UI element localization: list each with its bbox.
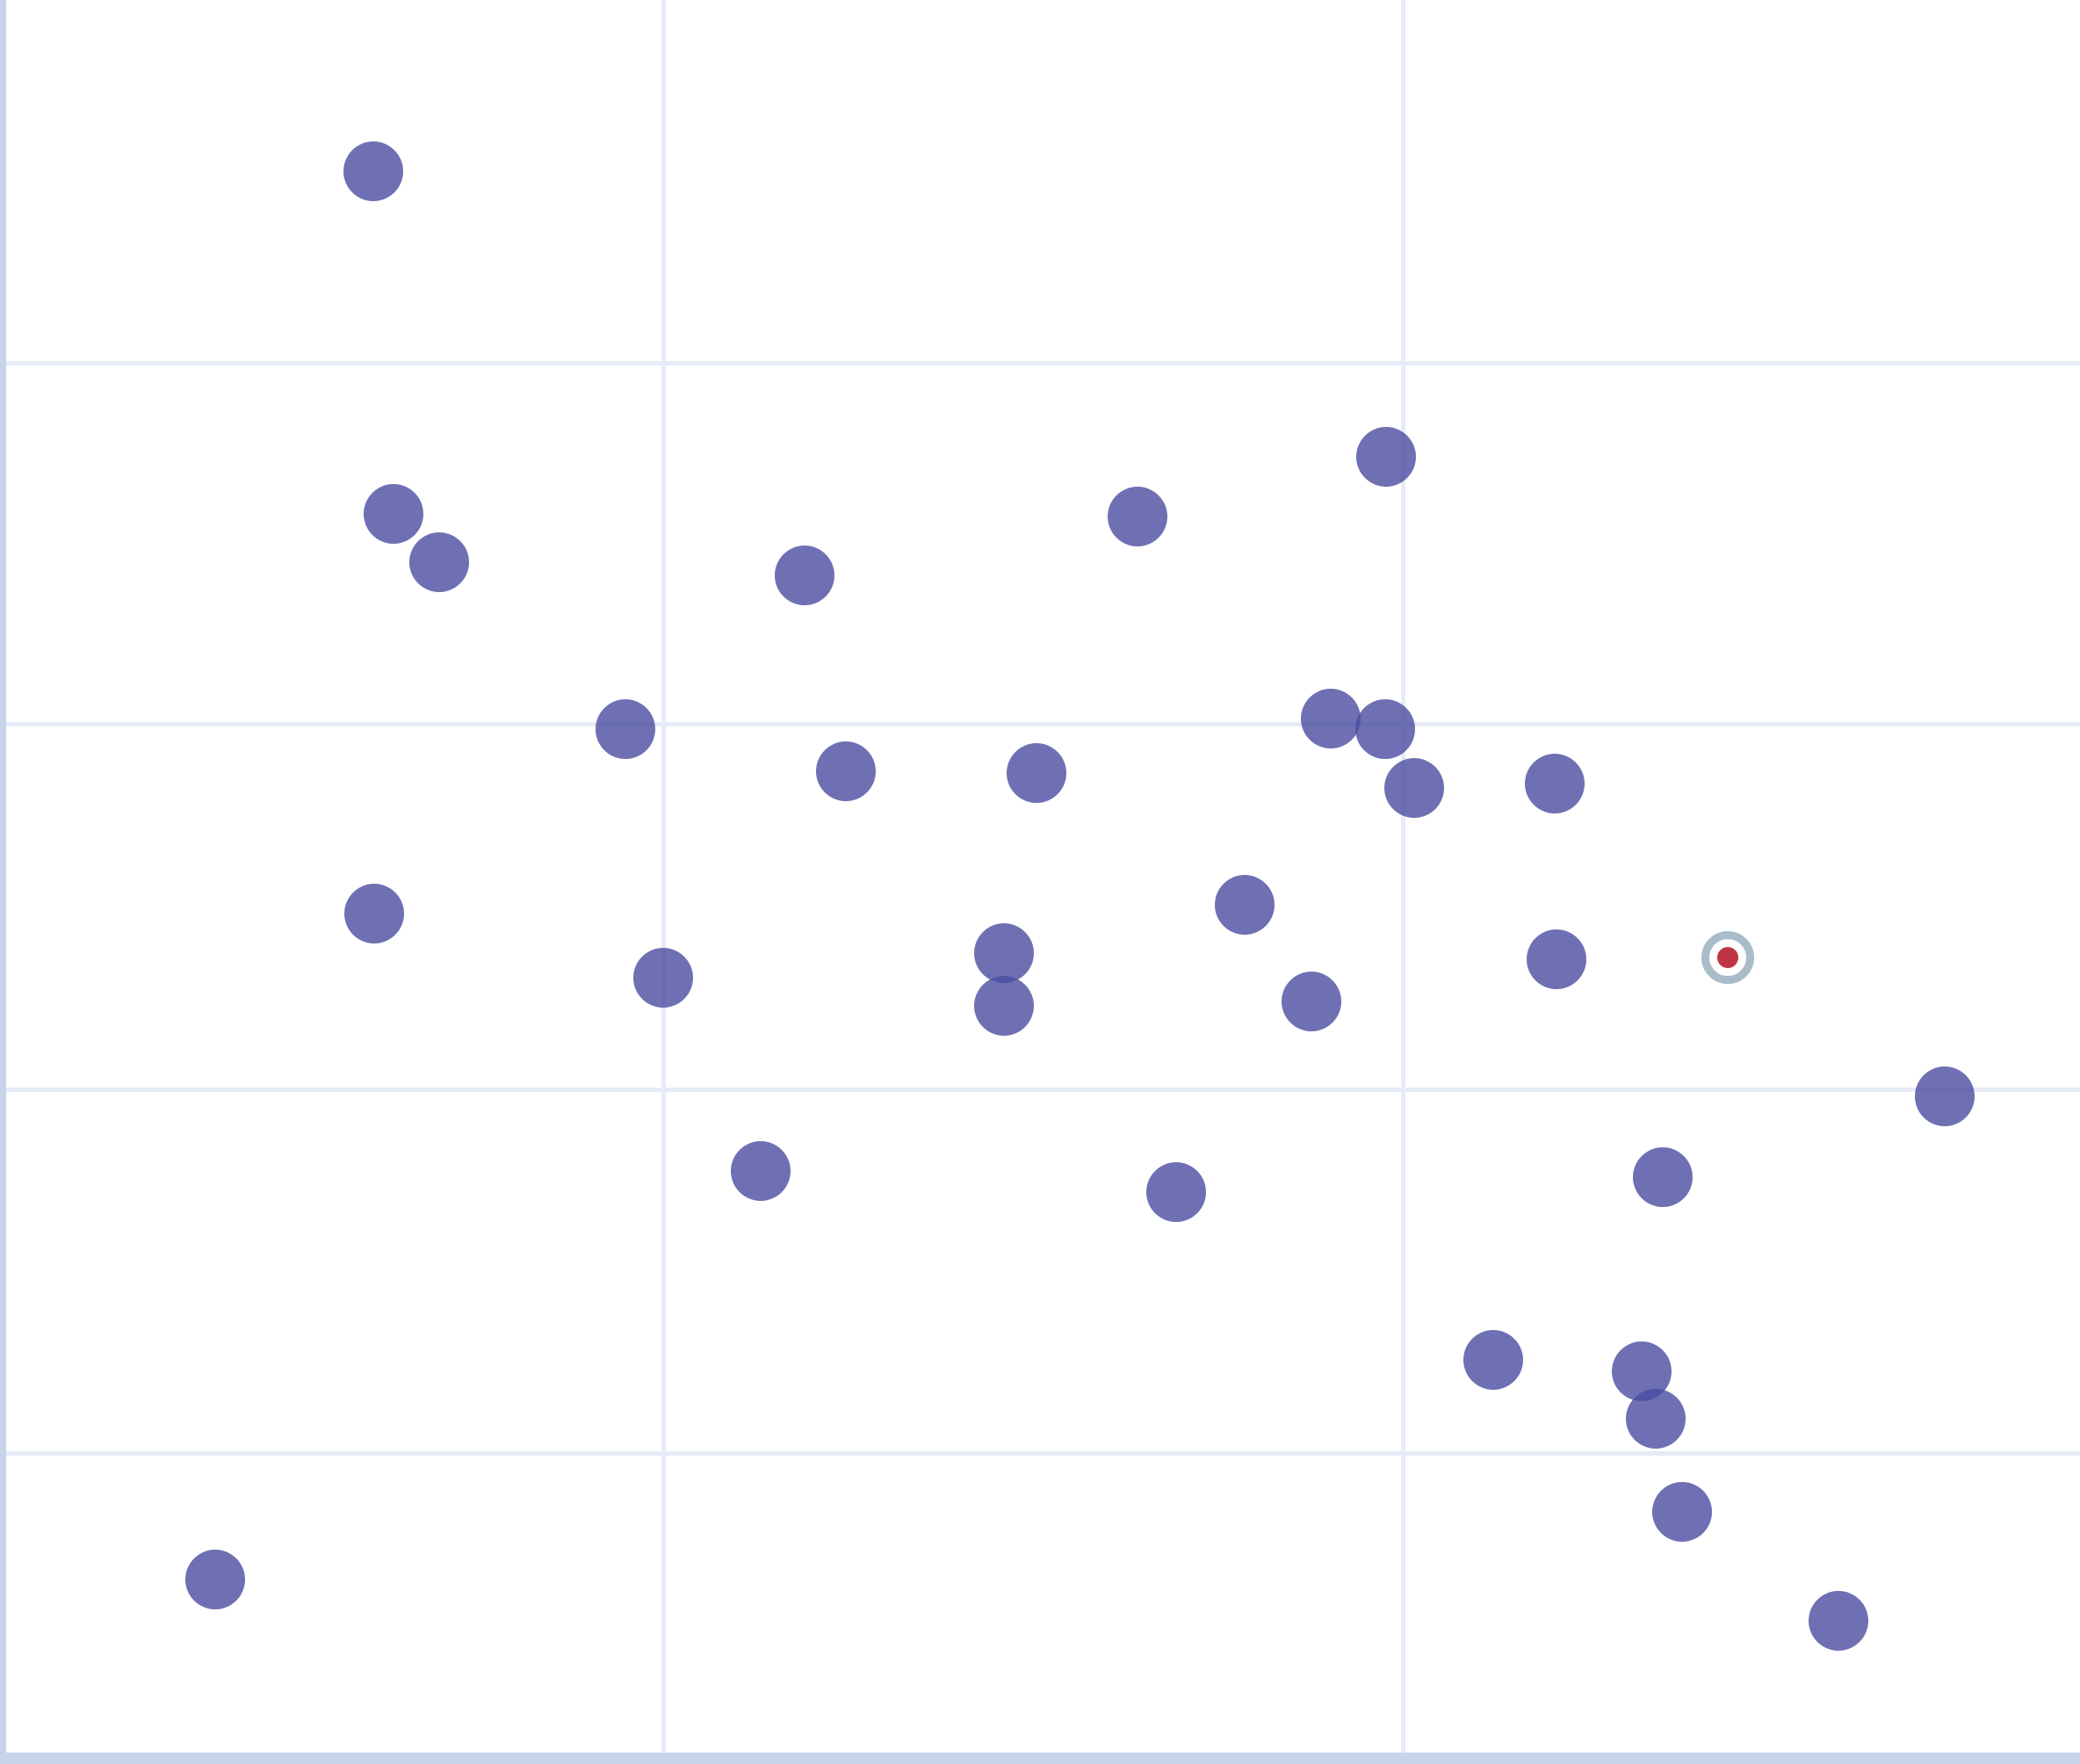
data-point[interactable] (1146, 1162, 1206, 1222)
data-point[interactable] (1301, 689, 1361, 748)
data-point[interactable] (974, 923, 1034, 983)
data-point[interactable] (1626, 1389, 1686, 1449)
data-point[interactable] (1356, 427, 1416, 487)
data-point[interactable] (816, 741, 876, 801)
data-point[interactable] (596, 699, 655, 759)
data-point[interactable] (364, 484, 423, 544)
data-point[interactable] (1525, 754, 1585, 813)
axis-spine-bottom (0, 1753, 2080, 1764)
data-point[interactable] (1355, 699, 1415, 759)
data-point[interactable] (185, 1550, 245, 1609)
data-point[interactable] (1007, 743, 1066, 803)
data-point[interactable] (775, 546, 834, 605)
gridline-vertical-0 (661, 0, 666, 1764)
data-point[interactable] (344, 884, 404, 943)
data-point[interactable] (1809, 1591, 1868, 1651)
gridline-horizontal-0 (0, 361, 2080, 365)
gridline-horizontal-3 (0, 1451, 2080, 1456)
data-point[interactable] (1527, 929, 1586, 989)
data-point[interactable] (633, 948, 693, 1008)
data-point[interactable] (731, 1141, 791, 1201)
data-point[interactable] (1215, 875, 1275, 935)
data-point[interactable] (343, 141, 403, 201)
data-point[interactable] (1384, 758, 1444, 818)
data-point[interactable] (1915, 1066, 1975, 1126)
data-point-selected[interactable] (1701, 930, 1755, 985)
gridline-horizontal-2 (0, 1088, 2080, 1092)
data-point[interactable] (409, 532, 469, 592)
data-point[interactable] (1108, 487, 1167, 546)
gridline-horizontal-1 (0, 722, 2080, 727)
data-point[interactable] (1633, 1147, 1693, 1207)
data-point[interactable] (1282, 972, 1341, 1031)
gridline-vertical-1 (1401, 0, 1405, 1764)
data-point[interactable] (974, 976, 1034, 1036)
axis-spine-left (0, 0, 6, 1764)
data-point[interactable] (1652, 1482, 1712, 1542)
data-point[interactable] (1463, 1330, 1523, 1390)
